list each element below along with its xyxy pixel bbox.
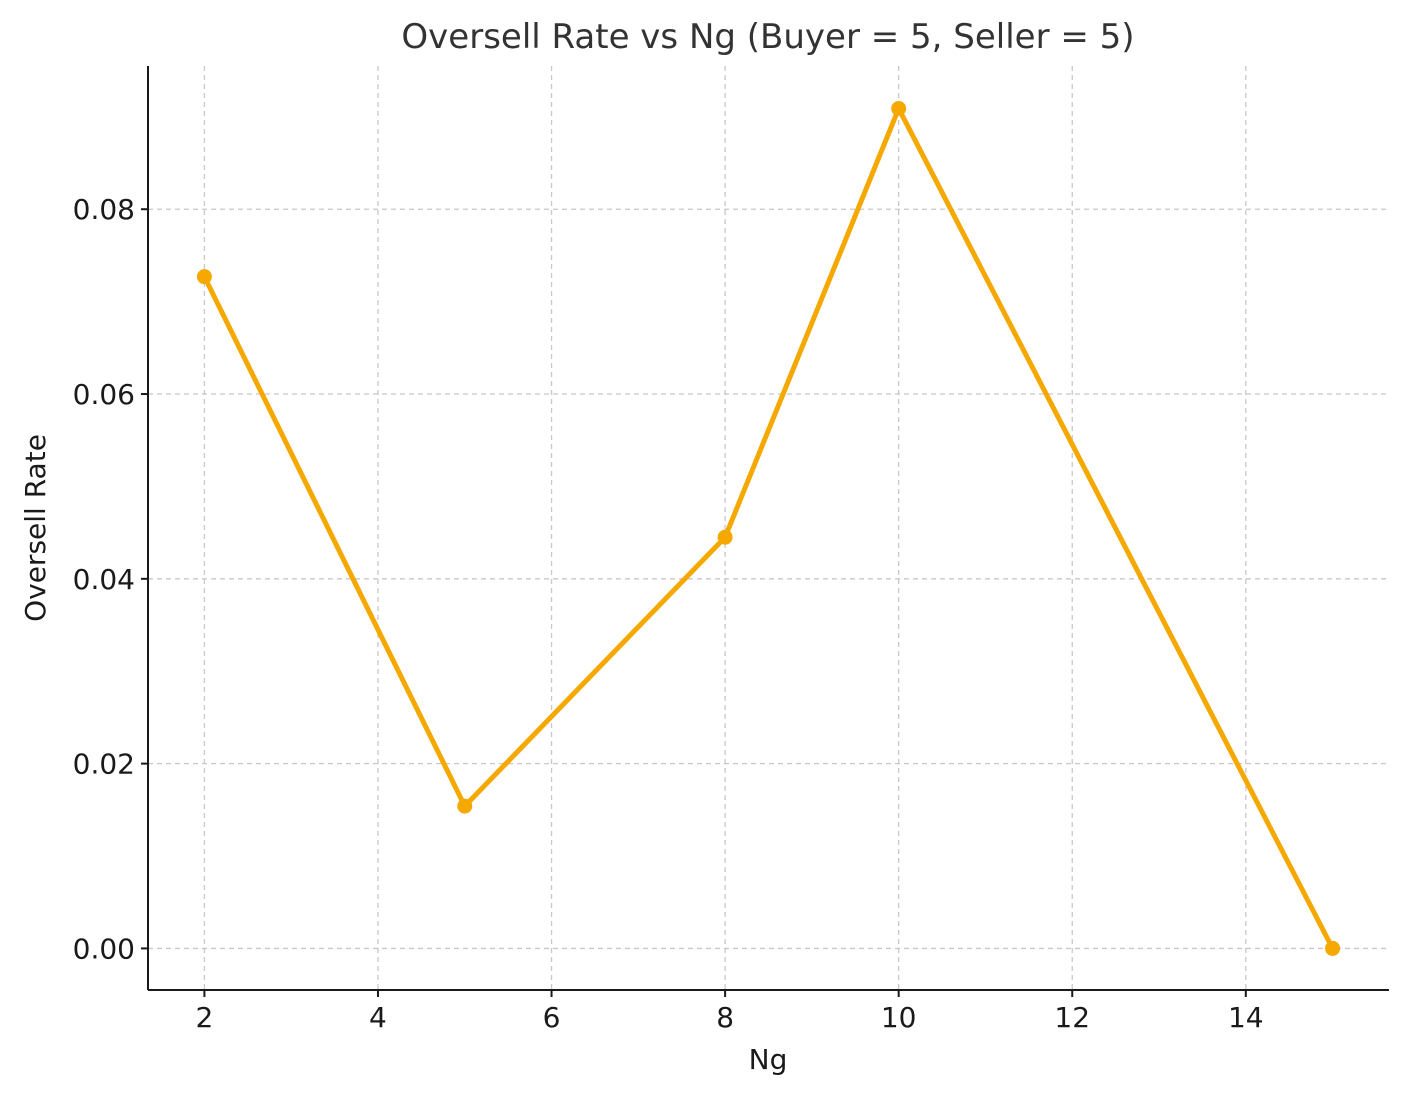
data-series	[196, 101, 1341, 956]
data-point	[457, 798, 473, 814]
y-tick-label: 0.08	[73, 193, 135, 226]
x-tick-label: 4	[369, 1001, 387, 1034]
x-axis-ticks: 2 4 6 8 10 12 14	[195, 990, 1264, 1034]
series-line	[201, 106, 1336, 951]
x-tick-label: 8	[716, 1001, 734, 1034]
grid-lines	[148, 66, 1389, 990]
axes-spines	[147, 66, 1389, 991]
y-tick-label: 0.00	[73, 932, 135, 965]
data-point	[891, 101, 907, 117]
data-point	[717, 529, 733, 545]
x-tick-label: 10	[881, 1001, 917, 1034]
x-axis-label: Ng	[749, 1043, 788, 1076]
x-tick-label: 6	[543, 1001, 561, 1034]
y-axis-ticks: 0.00 0.02 0.04 0.06 0.08	[73, 193, 148, 965]
y-tick-label: 0.06	[73, 378, 135, 411]
chart-title: Oversell Rate vs Ng (Buyer = 5, Seller =…	[401, 17, 1134, 57]
y-tick-label: 0.02	[73, 748, 135, 781]
data-point	[1325, 940, 1341, 956]
x-tick-label: 2	[195, 1001, 213, 1034]
x-tick-label: 12	[1054, 1001, 1090, 1034]
y-tick-label: 0.04	[73, 563, 135, 596]
data-point	[196, 269, 212, 285]
x-tick-label: 14	[1228, 1001, 1264, 1034]
y-axis-label: Oversell Rate	[19, 434, 52, 622]
